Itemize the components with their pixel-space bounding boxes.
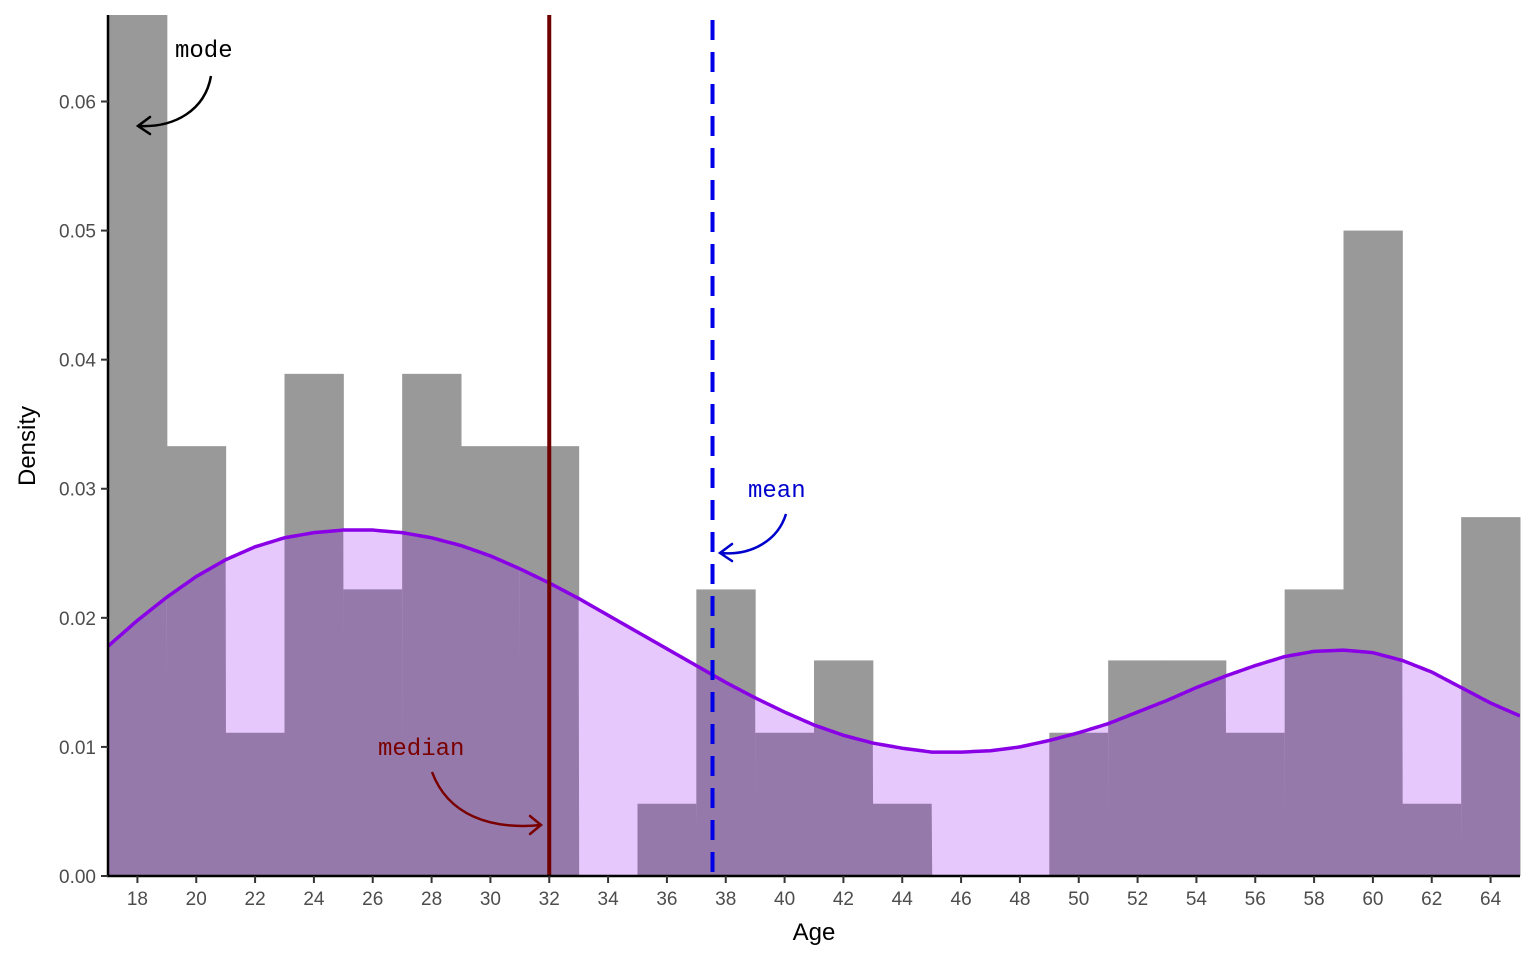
x-tick-label: 36	[656, 889, 677, 910]
x-tick-label: 50	[1068, 889, 1089, 910]
x-tick-label: 22	[245, 889, 266, 910]
x-tick-label: 46	[951, 889, 972, 910]
x-tick-label: 44	[892, 889, 914, 910]
overlap-region-11	[755, 732, 815, 876]
x-tick-label: 32	[539, 889, 560, 910]
mode-arrow-head	[135, 115, 152, 136]
overlap-region-2	[225, 732, 285, 876]
overlap-region-12	[814, 724, 874, 876]
x-tick-label: 64	[1480, 889, 1502, 910]
overlap-region-20	[1284, 650, 1344, 876]
density-curve	[108, 528, 1520, 754]
mean-arrow-head	[717, 542, 734, 563]
overlap-region-22	[1402, 803, 1462, 876]
overlap-region-21	[1343, 650, 1403, 876]
x-tick-label: 34	[598, 889, 620, 910]
density-curve-layer	[108, 528, 1520, 754]
density-area	[108, 530, 1520, 876]
mode-annotation-label: mode	[175, 38, 233, 65]
x-tick-label: 18	[127, 889, 148, 910]
x-tick-label: 38	[715, 889, 736, 910]
overlap-region-4	[343, 589, 403, 876]
overlap-region-16	[1049, 732, 1109, 876]
overlap-region-17	[1108, 700, 1168, 876]
overlap-region-9	[637, 803, 697, 876]
x-tick-label: 28	[421, 889, 442, 910]
overlap-region-13	[872, 803, 933, 876]
x-tick-label: 58	[1304, 889, 1325, 910]
mean-arrow	[719, 513, 788, 555]
x-tick-label: 62	[1421, 889, 1442, 910]
overlap-region-19	[1225, 732, 1286, 876]
mode-arrow	[137, 75, 213, 128]
x-tick-label: 42	[833, 889, 854, 910]
y-tick-label: 0.01	[59, 738, 96, 759]
y-tick-label: 0.00	[59, 867, 96, 888]
x-axis-title: Age	[793, 919, 836, 946]
overlap-region-3	[284, 530, 344, 876]
x-tick-label: 56	[1245, 889, 1266, 910]
mean-annotation-label: mean	[748, 478, 806, 505]
x-tick-label: 60	[1362, 889, 1383, 910]
x-tick-label: 40	[774, 889, 795, 910]
overlap-region-10	[696, 665, 756, 876]
axes: 18 20 22 24 26 28 30 32 34 36 38 40 42 44 46 48 50 52 54 56…	[59, 15, 1520, 910]
y-tick-label: 0.04	[59, 351, 96, 372]
y-tick-label: 0.05	[59, 222, 96, 243]
median-annotation-label: median	[378, 736, 464, 763]
x-tick-label: 48	[1009, 889, 1030, 910]
overlap-region-6	[461, 545, 521, 876]
overlap-region-23	[1461, 687, 1520, 876]
x-tick-label: 52	[1127, 889, 1148, 910]
x-tick-label: 30	[480, 889, 501, 910]
x-tick-label: 26	[362, 889, 383, 910]
x-tick-label: 20	[186, 889, 207, 910]
y-tick-label: 0.02	[59, 609, 96, 630]
x-tick-label: 54	[1186, 889, 1208, 910]
annotations	[135, 75, 788, 836]
y-tick-label: 0.03	[59, 480, 96, 501]
median-arrow	[430, 771, 542, 828]
overlap-region-0	[108, 597, 168, 876]
reference-lines	[547, 15, 715, 876]
y-axis-title: Density	[14, 406, 41, 486]
x-tick-label: 24	[303, 889, 325, 910]
median-arrow-head	[528, 814, 543, 836]
overlap-region-18	[1167, 675, 1227, 876]
overlap-region-5	[402, 532, 462, 876]
overlap-region-1	[166, 559, 227, 876]
y-tick-label: 0.06	[59, 92, 96, 113]
